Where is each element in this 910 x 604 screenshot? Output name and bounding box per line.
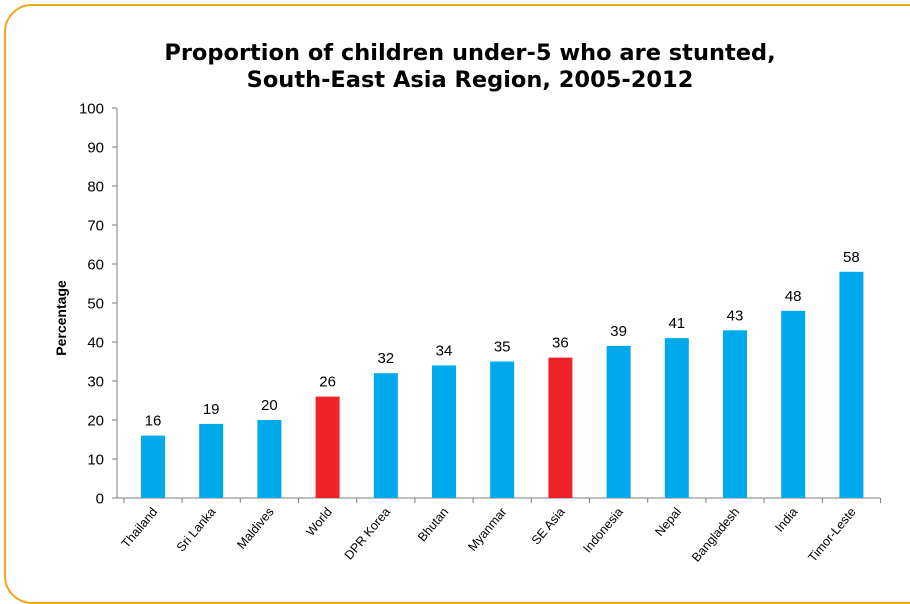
bar-timor-leste — [839, 271, 864, 498]
category-label: World — [303, 505, 335, 539]
y-tick-label: 40 — [87, 335, 104, 352]
bar-dpr-korea — [373, 373, 398, 498]
data-label: 32 — [377, 350, 394, 367]
category-labels: Thailand Sri Lanka Maldives World DPR Korea B… — [119, 505, 859, 565]
bar-bangladesh — [723, 330, 747, 498]
chart-subtitle: South-East Asia Region, 2005-2012 — [246, 67, 694, 93]
category-label: Nepal — [652, 505, 684, 539]
category-label: Bangladesh — [689, 505, 742, 565]
y-tick-label: 70 — [87, 218, 104, 235]
chart-title: Proportion of children under-5 who are s… — [60, 40, 880, 94]
category-label: Timor-Leste — [805, 505, 858, 565]
bar-nepal — [664, 338, 689, 498]
chart-title-line1: Proportion of children under-5 who are s… — [164, 40, 776, 66]
category-label: Bhutan — [415, 505, 451, 544]
y-tick-label: 30 — [87, 374, 104, 391]
category-label: India — [772, 505, 800, 535]
category-label: Sri Lanka — [174, 505, 219, 554]
bar-chart: 0 10 20 30 40 50 60 70 80 90 100 16 19 20 26 32 34 35 36 3… — [53, 101, 881, 565]
data-label: 58 — [843, 249, 860, 266]
data-label: 36 — [552, 335, 569, 352]
data-label: 48 — [785, 288, 802, 305]
category-label: Myanmar — [465, 505, 509, 554]
category-label: Thailand — [119, 505, 161, 551]
y-tick-label: 0 — [96, 491, 104, 508]
bar-myanmar — [490, 361, 515, 498]
y-tick-label: 80 — [87, 179, 104, 196]
y-tick-label: 20 — [87, 413, 104, 430]
data-labels: 16 19 20 26 32 34 35 36 39 41 43 48 58 — [145, 249, 860, 430]
bar-indonesia — [606, 345, 631, 498]
bar-sri-lanka — [199, 423, 224, 498]
data-label: 20 — [261, 397, 278, 414]
bars — [141, 271, 864, 498]
bar-thailand — [141, 435, 165, 498]
y-tick-label: 90 — [87, 140, 104, 157]
data-label: 35 — [494, 339, 511, 356]
bar-world — [315, 396, 340, 498]
data-label: 43 — [727, 307, 744, 324]
y-tick-label: 10 — [87, 452, 104, 469]
bar-se-asia — [548, 357, 573, 498]
y-tick-label: 100 — [79, 101, 104, 118]
category-label: SE Asia — [529, 505, 568, 548]
category-label: DPR Korea — [342, 505, 393, 562]
data-label: 41 — [668, 315, 685, 332]
bar-bhutan — [432, 365, 456, 498]
data-label: 26 — [319, 374, 336, 391]
x-axis — [117, 497, 881, 503]
y-tick-label: 60 — [87, 257, 104, 274]
y-axis: 0 10 20 30 40 50 60 70 80 90 100 — [79, 101, 118, 508]
category-label: Maldives — [234, 505, 276, 552]
y-axis-label: Percentage — [53, 280, 69, 356]
category-label: Indonesia — [580, 505, 626, 556]
y-tick-label: 50 — [87, 296, 104, 313]
data-label: 19 — [203, 401, 220, 418]
data-label: 16 — [145, 413, 162, 430]
bar-maldives — [257, 420, 282, 498]
data-label: 34 — [436, 342, 453, 359]
data-label: 39 — [610, 323, 627, 340]
bar-india — [781, 310, 806, 498]
